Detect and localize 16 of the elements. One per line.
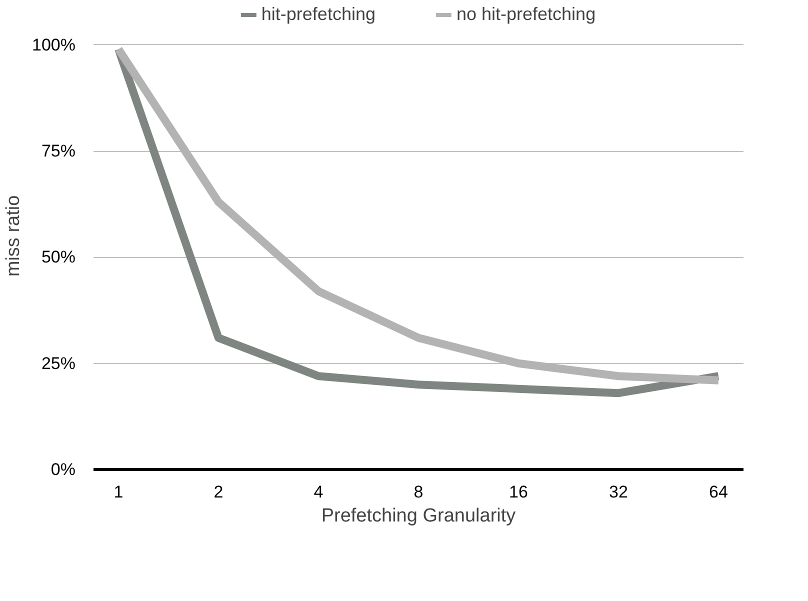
x-tick-label: 4 [314, 482, 324, 502]
y-tick-label: 0% [50, 460, 76, 479]
x-tick-label: 1 [114, 482, 124, 502]
x-axis-title: Prefetching Granularity [321, 506, 516, 526]
x-tick-label: 8 [414, 482, 424, 502]
x-tick-label: 64 [709, 482, 728, 502]
y-axis-title: miss ratio [3, 195, 24, 277]
legend-label: hit-prefetching [261, 4, 376, 25]
x-tick-label: 32 [609, 482, 628, 502]
x-tick-label: 2 [214, 482, 224, 502]
y-tick-label: 100% [32, 35, 76, 54]
legend-label: no hit-prefetching [456, 4, 596, 25]
x-tick-label: 16 [509, 482, 528, 502]
y-tick-label: 50% [41, 248, 76, 267]
y-tick-label: 75% [41, 142, 76, 161]
y-tick-label: 25% [41, 354, 76, 373]
